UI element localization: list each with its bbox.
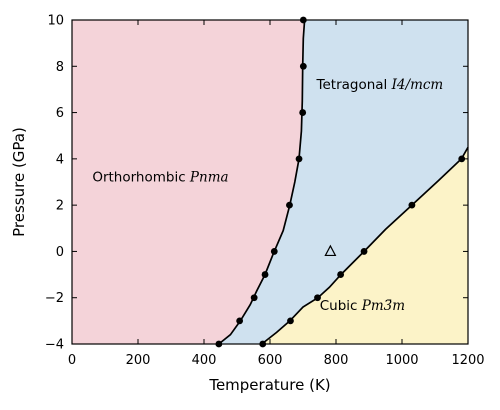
transition-point xyxy=(261,271,269,278)
region-labels: Orthorhombic Pnma Tetragonal I4/mcm Cubic … xyxy=(92,77,443,314)
y-axis-ticks: −4 −2 0 2 4 6 8 10 xyxy=(45,14,468,353)
y-tick-label: 4 xyxy=(56,152,64,167)
cubic-region xyxy=(261,147,468,344)
orthorhombic-label-text: Orthorhombic xyxy=(92,169,190,185)
x-tick-label: 1000 xyxy=(385,353,418,368)
y-axis-title: Pressure (GPa) xyxy=(10,127,28,237)
transition-point xyxy=(337,271,345,278)
transition-point xyxy=(408,201,416,209)
cubic-label: Cubic Pm3̄m xyxy=(320,298,405,314)
x-axis-ticks: 0 200 400 600 800 1000 1200 xyxy=(68,20,485,368)
y-tick-label: 8 xyxy=(56,60,64,75)
x-tick-label: 0 xyxy=(68,353,76,368)
tetragonal-label: Tetragonal I4/mcm xyxy=(316,77,444,93)
x-tick-label: 1200 xyxy=(451,353,484,368)
orthorhombic-space-group: Pnma xyxy=(189,169,229,185)
transition-point xyxy=(250,294,258,302)
transition-point xyxy=(314,294,321,302)
transition-point xyxy=(236,317,244,325)
tetragonal-label-text: Tetragonal xyxy=(316,77,392,93)
y-tick-label: 6 xyxy=(56,106,64,121)
x-tick-label: 200 xyxy=(126,353,151,368)
cubic-label-text: Cubic xyxy=(320,298,362,314)
triangle-marker xyxy=(324,244,337,257)
phase-regions xyxy=(72,20,468,344)
boundary-line-orthorhombic-tetragonal xyxy=(218,19,306,345)
orthorhombic-label: Orthorhombic Pnma xyxy=(92,169,228,185)
transition-point xyxy=(360,248,368,255)
orthorhombic-region xyxy=(72,20,305,344)
y-tick-label: 0 xyxy=(56,245,64,260)
y-tick-label: 10 xyxy=(47,14,64,29)
transition-point xyxy=(299,109,307,116)
x-axis-title: Temperature (K) xyxy=(208,376,330,394)
transition-point xyxy=(286,201,293,209)
transition-point xyxy=(458,155,466,163)
transition-point xyxy=(270,248,278,255)
y-tick-label: −2 xyxy=(45,291,64,306)
transition-points xyxy=(215,16,466,348)
tetragonal-space-group: I4/mcm xyxy=(391,77,444,93)
marker-layer xyxy=(324,244,337,257)
y-tick-label: −4 xyxy=(45,338,64,353)
x-tick-label: 600 xyxy=(258,353,283,368)
x-tick-label: 800 xyxy=(324,353,349,368)
y-tick-label: 2 xyxy=(56,199,64,214)
x-tick-label: 400 xyxy=(192,353,217,368)
cubic-space-group: Pm3̄m xyxy=(361,298,405,314)
transition-point xyxy=(287,317,294,325)
transition-point xyxy=(299,62,307,70)
transition-point xyxy=(295,155,303,163)
